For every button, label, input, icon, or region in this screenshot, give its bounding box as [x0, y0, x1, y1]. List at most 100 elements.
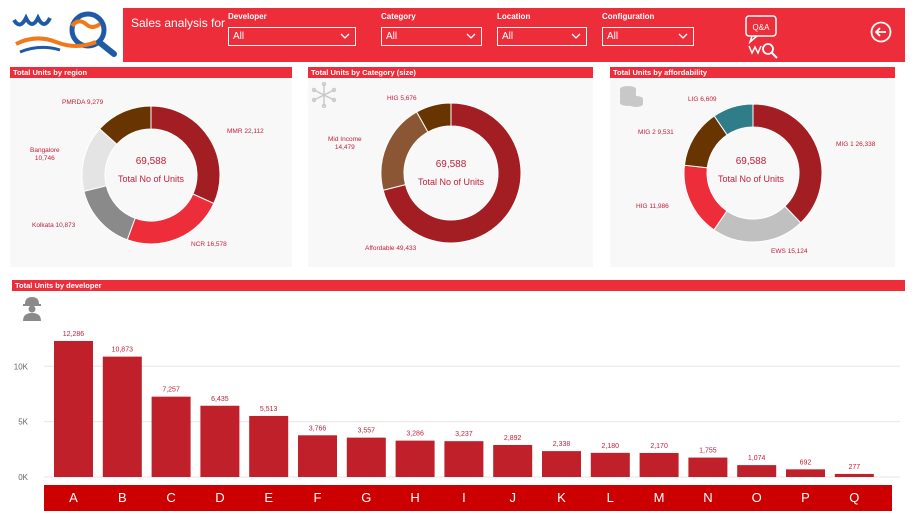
region-panel: Total Units by region 69,588 Total No of…: [10, 67, 292, 267]
bar-value-label: 3,286: [406, 431, 424, 438]
bar-value-label: 6,435: [211, 396, 229, 403]
bar-b[interactable]: [102, 356, 142, 477]
x-tick-label: I: [462, 490, 466, 505]
bar-p[interactable]: [786, 469, 825, 477]
bar-value-label: 2,170: [650, 443, 668, 450]
region-slice-ncr[interactable]: [126, 193, 215, 245]
bar-h[interactable]: [395, 440, 435, 477]
region-label-mmr: MMR 22,112: [227, 128, 264, 135]
bar-value-label: 1,074: [748, 455, 766, 462]
filter-configuration-select[interactable]: All: [602, 27, 694, 46]
bar-f[interactable]: [298, 435, 337, 477]
bar-e[interactable]: [249, 415, 289, 477]
x-tick-label: Q: [849, 490, 860, 505]
region-slice-pmrda[interactable]: [99, 105, 152, 145]
filter-developer-select[interactable]: All: [228, 27, 356, 46]
affordability-center-value: 69,588: [735, 156, 767, 167]
header-bar: Sales analysis for Developer All Categor…: [123, 8, 905, 62]
affordability-label-mig1: MIG 1 26,338: [836, 141, 876, 148]
bar-m[interactable]: [639, 452, 679, 477]
bar-value-label: 3,766: [309, 425, 327, 432]
x-tick-label: J: [509, 490, 516, 505]
x-tick-label: E: [264, 490, 274, 505]
category-donut: [380, 102, 522, 244]
filter-category-label: Category: [381, 12, 416, 21]
bar-n[interactable]: [688, 457, 728, 477]
bar-j[interactable]: [493, 444, 533, 477]
bar-g[interactable]: [346, 437, 386, 477]
bar-value-label: 2,180: [602, 443, 620, 450]
bar-o[interactable]: [737, 465, 777, 477]
y-tick-label: 0K: [18, 473, 28, 482]
filter-developer[interactable]: Developer All: [228, 12, 356, 46]
bar-k[interactable]: [542, 451, 581, 477]
affordability-label-mig2: MIG 2 9,531: [638, 129, 674, 136]
x-tick-label: G: [361, 490, 372, 505]
bar-value-label: 277: [848, 464, 860, 471]
developer-x-axis: A B C D E F G H I J K L M N O P Q: [44, 485, 892, 511]
affordability-label-ews: EWS 15,124: [771, 248, 808, 255]
bar-value-label: 2,338: [553, 441, 571, 448]
chevron-down-icon: [340, 33, 350, 39]
affordability-donut: [683, 103, 823, 243]
bar-value-label: 5,513: [260, 406, 278, 413]
x-tick-label: O: [751, 490, 762, 505]
filter-category-select[interactable]: All: [381, 27, 482, 46]
x-tick-label: M: [653, 490, 665, 505]
chevron-down-icon: [466, 33, 476, 39]
region-slice-mmr[interactable]: [150, 105, 221, 205]
region-slice-kolkata[interactable]: [83, 185, 136, 241]
bar-value-label: 692: [800, 459, 812, 466]
category-center-label: Total No of Units: [417, 177, 485, 187]
x-tick-label: H: [410, 490, 420, 505]
header-title: Sales analysis for: [131, 16, 226, 30]
x-tick-label: N: [703, 490, 713, 505]
filter-location[interactable]: Location All: [497, 12, 587, 46]
filter-configuration-label: Configuration: [602, 12, 655, 21]
filter-configuration[interactable]: Configuration All: [602, 12, 694, 46]
bar-c[interactable]: [151, 396, 191, 477]
region-donut: [81, 105, 221, 245]
y-tick-label: 5K: [18, 418, 28, 427]
coins-icon: [620, 86, 643, 107]
filter-location-value: All: [502, 31, 514, 42]
bar-d[interactable]: [200, 405, 240, 477]
region-label-pmrda: PMRDA 9,279: [62, 99, 104, 106]
qa-button[interactable]: Q&A: [744, 13, 782, 59]
back-arrow-button[interactable]: [870, 21, 892, 43]
bar-l[interactable]: [590, 452, 630, 477]
affordability-center-label: Total No of Units: [717, 174, 785, 184]
x-tick-label: L: [606, 490, 614, 505]
category-slice-hig[interactable]: [415, 102, 452, 133]
affordability-slice-lig[interactable]: [713, 103, 754, 136]
bar-q[interactable]: [834, 473, 874, 477]
category-label-hig: HIG 5,676: [387, 95, 417, 102]
region-label-bangalore: Bangalore 10,746: [30, 147, 60, 162]
bar-a[interactable]: [54, 340, 93, 477]
qa-icon: Q&A: [745, 15, 778, 59]
x-tick-label: D: [215, 490, 225, 505]
bar-i[interactable]: [444, 441, 484, 477]
filter-developer-value: All: [233, 31, 245, 42]
category-label-affordable: Affordable 49,433: [365, 245, 417, 252]
filter-category[interactable]: Category All: [381, 12, 482, 46]
category-panel: Total Units by Category (size) 69,588 To…: [308, 67, 593, 267]
category-label-mid-income: Mid Income 14,479: [328, 136, 362, 151]
filter-location-label: Location: [497, 12, 531, 21]
y-tick-label: 10K: [14, 362, 29, 371]
category-slice-affordable[interactable]: [382, 102, 522, 244]
chevron-down-icon: [571, 33, 581, 39]
affordability-panel: Total Units by affordability 69,588 Tota…: [610, 67, 895, 267]
region-panel-title: Total Units by region: [10, 67, 292, 78]
filter-location-select[interactable]: All: [497, 27, 587, 46]
bar-value-label: 3,237: [455, 431, 473, 438]
bar-value-label: 7,257: [162, 387, 180, 394]
chevron-down-icon: [678, 33, 688, 39]
qa-label: Q&A: [753, 23, 771, 32]
region-label-ncr: NCR 16,578: [191, 241, 227, 248]
region-center-label: Total No of Units: [117, 174, 185, 184]
bar-value-label: 12,286: [63, 331, 85, 338]
affordability-label-hig: HIG 11,986: [636, 203, 669, 210]
x-tick-label: B: [117, 490, 127, 505]
